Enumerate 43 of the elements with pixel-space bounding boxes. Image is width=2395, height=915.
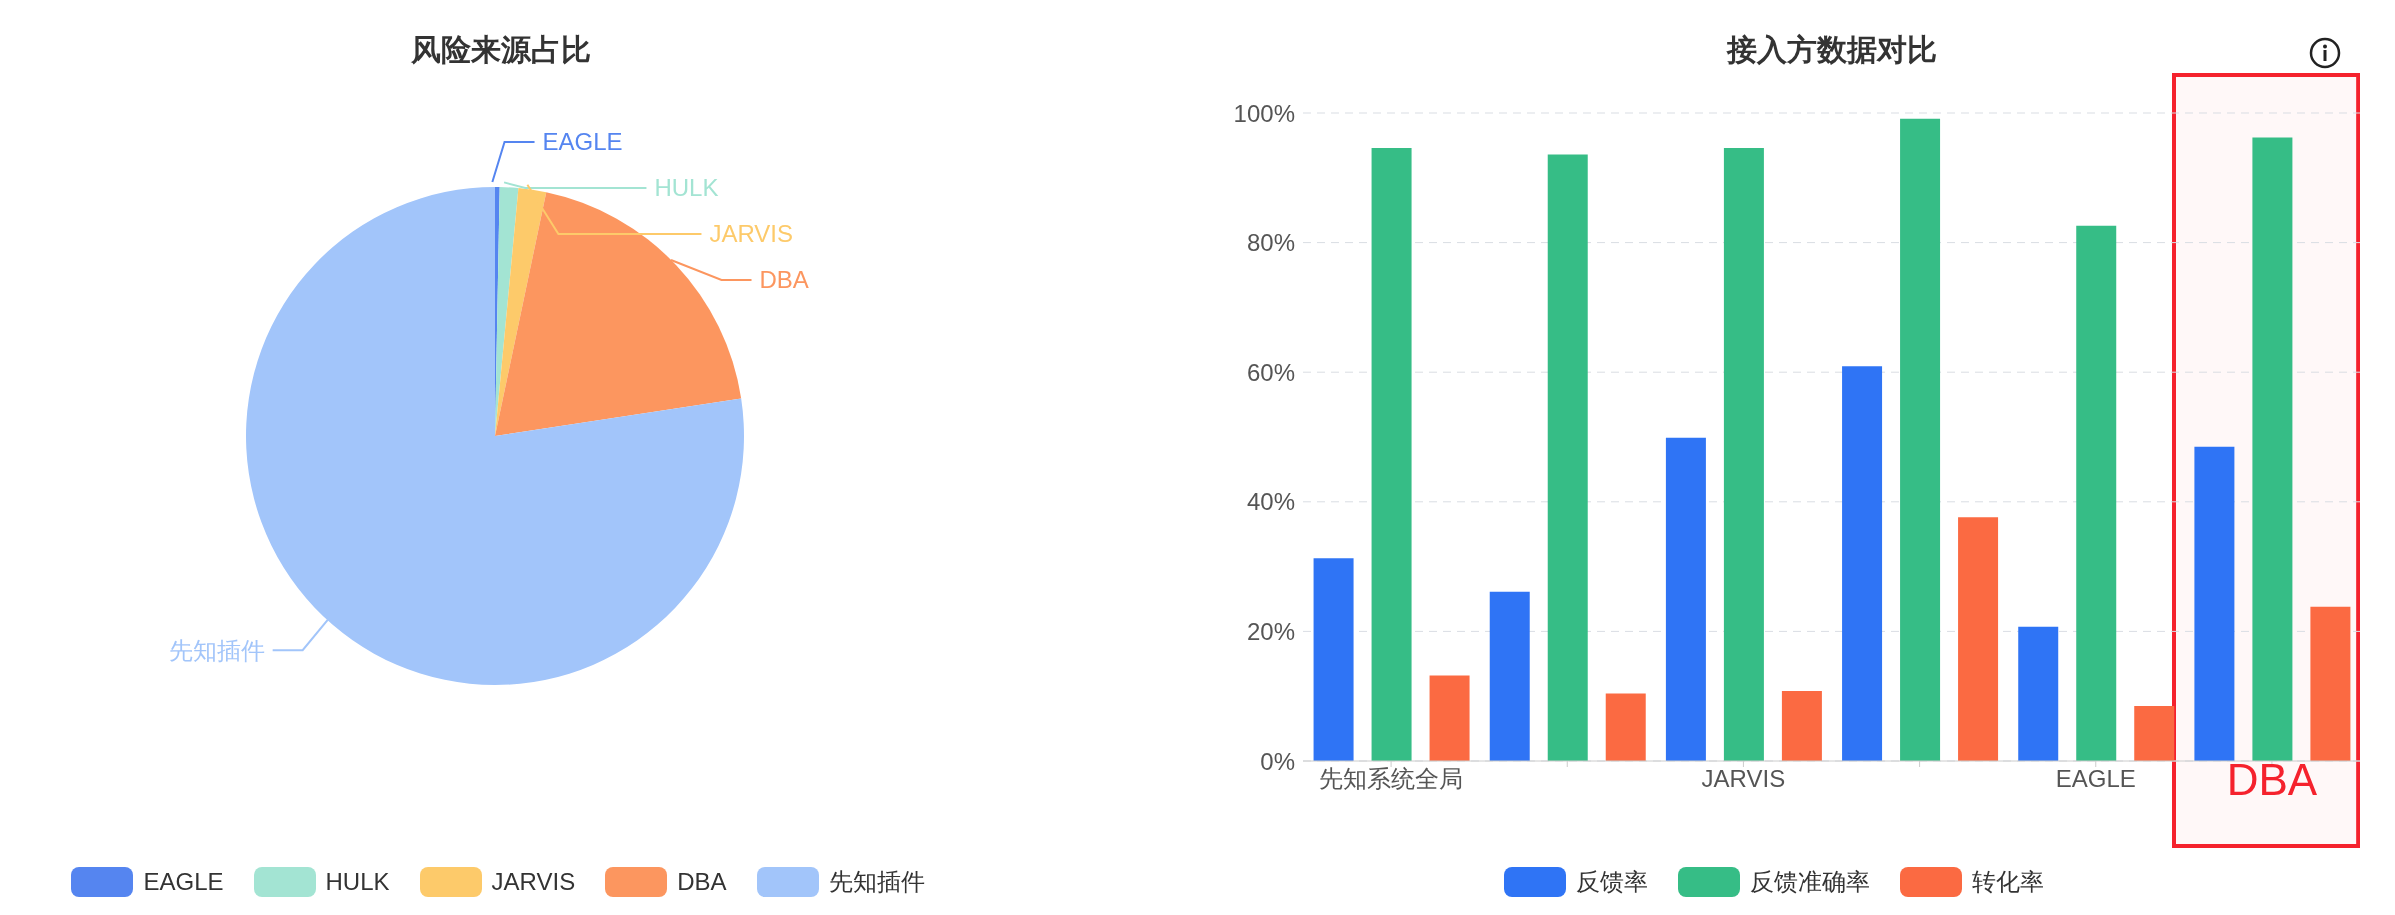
chart-title: 接入方数据对比 <box>1725 32 1938 68</box>
bar <box>2134 705 2175 761</box>
y-tick-label: 40% <box>1246 488 1295 516</box>
bar <box>1842 366 1883 761</box>
x-tick-label: JARVIS <box>1701 765 1786 792</box>
slice-label: JARVIS <box>709 220 794 248</box>
bar <box>2310 606 2351 761</box>
y-tick-label: 20% <box>1246 617 1295 645</box>
legend-label: DBA <box>677 868 727 896</box>
legend-label: JARVIS <box>491 868 576 896</box>
bar <box>2076 225 2117 761</box>
legend-label: 反馈率 <box>1576 867 1648 897</box>
bar <box>1547 154 1588 761</box>
legend-label: EAGLE <box>143 868 224 896</box>
legend-label: 转化率 <box>1972 867 2044 897</box>
bar <box>1489 591 1530 761</box>
x-tick-label: 先知系统全局 <box>1319 765 1464 792</box>
bar <box>1605 693 1646 761</box>
bar <box>1781 691 1822 761</box>
bar <box>2252 137 2293 761</box>
slice-label: HULK <box>654 174 719 202</box>
y-tick-label: 0% <box>1260 747 1295 775</box>
y-tick-label: 80% <box>1246 229 1295 257</box>
bar <box>1958 517 1999 761</box>
bar <box>1371 147 1412 761</box>
chart-title: 风险来源占比 <box>409 32 592 68</box>
bar <box>1313 558 1354 761</box>
bar <box>2194 446 2235 761</box>
bar <box>1665 437 1706 761</box>
bar <box>1429 675 1470 761</box>
slice-label: DBA <box>759 266 809 294</box>
legend-label: 先知插件 <box>828 867 925 897</box>
slice-label: 先知插件 <box>168 636 265 664</box>
slice-label: EAGLE <box>542 128 623 156</box>
y-tick-label: 60% <box>1246 358 1295 386</box>
legend-label: HULK <box>325 868 390 896</box>
x-tick-label: EAGLE <box>2055 765 2136 792</box>
legend-label: 反馈准确率 <box>1750 867 1870 897</box>
bar <box>1723 147 1764 761</box>
bar <box>2018 626 2059 761</box>
y-tick-label: 100% <box>1233 99 1295 127</box>
bar <box>1900 118 1941 761</box>
x-tick-label: DBA <box>2226 755 2318 804</box>
